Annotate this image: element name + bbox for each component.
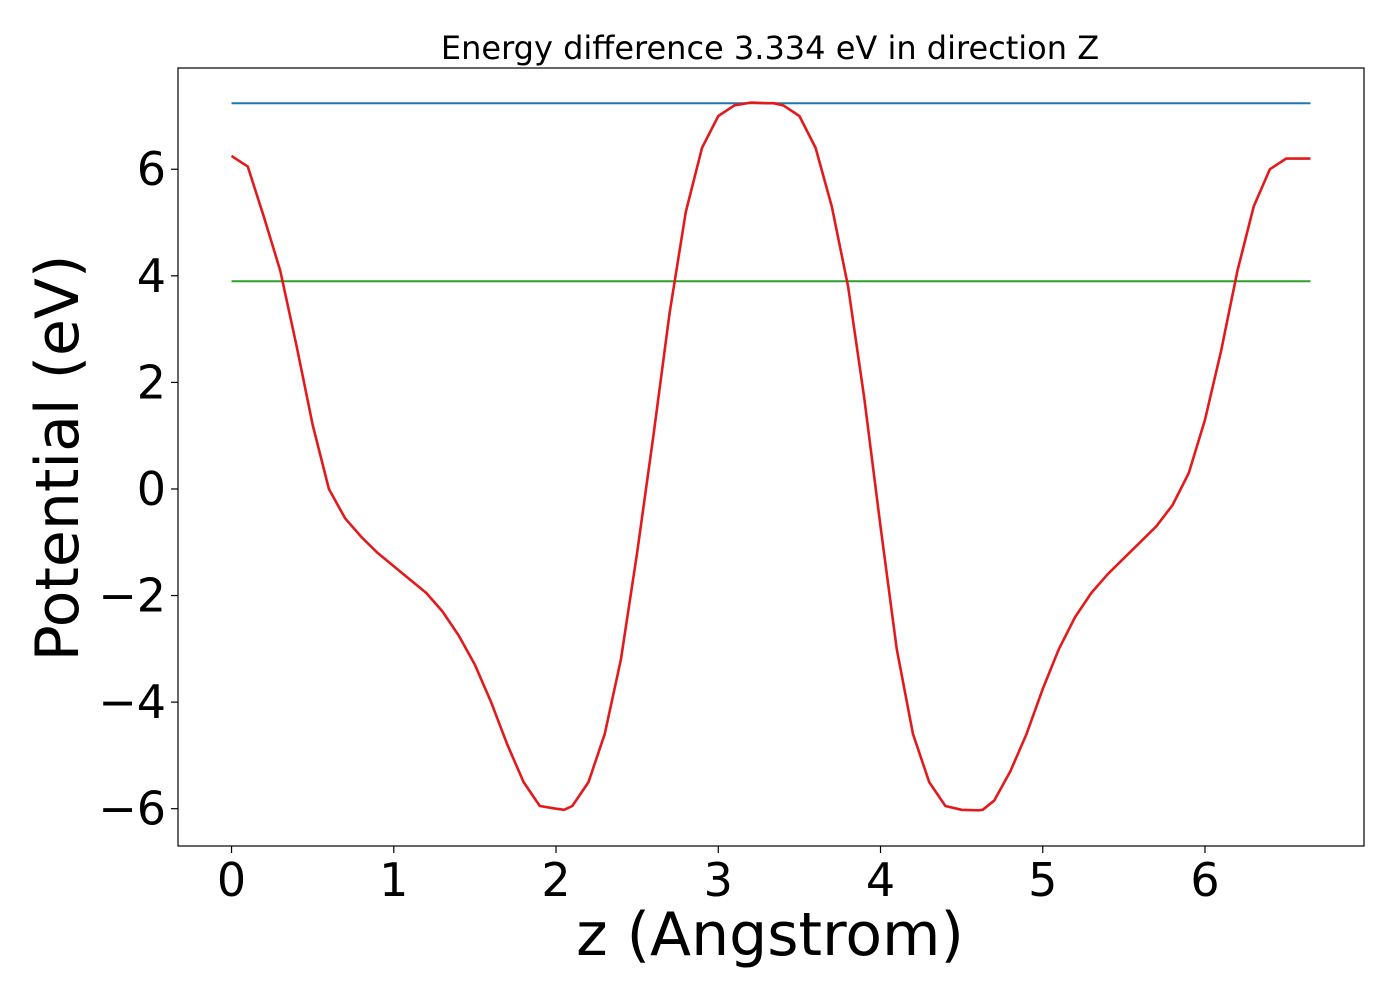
series-layer <box>230 101 1311 812</box>
y-tick-label: 0 <box>137 462 166 516</box>
y-tick-label: 6 <box>137 142 166 196</box>
x-tick-label: 5 <box>1028 853 1057 907</box>
plot-area <box>177 67 1365 847</box>
x-tick-label: 0 <box>217 853 246 907</box>
x-tick-label: 2 <box>541 853 570 907</box>
x-tick-label: 4 <box>866 853 895 907</box>
chart-title: Energy difference 3.334 eV in direction … <box>441 29 1099 67</box>
x-tick-label: 6 <box>1190 853 1219 907</box>
y-axis: −6 −4 −2 0 2 4 6 <box>98 142 178 836</box>
x-tick-label: 1 <box>379 853 408 907</box>
x-axis: 0 1 2 3 4 5 6 <box>217 846 1220 907</box>
y-tick-label: −2 <box>98 569 166 623</box>
y-tick-label: −6 <box>98 782 166 836</box>
plot-frame <box>177 67 1365 847</box>
y-tick-label: −4 <box>98 675 166 729</box>
x-axis-label: z (Angstrom) <box>576 900 964 970</box>
series-line-3 <box>230 101 1311 812</box>
x-tick-label: 3 <box>704 853 733 907</box>
y-tick-label: 4 <box>137 249 166 303</box>
y-tick-label: 2 <box>137 355 166 409</box>
y-axis-label: Potential (eV) <box>23 255 93 662</box>
